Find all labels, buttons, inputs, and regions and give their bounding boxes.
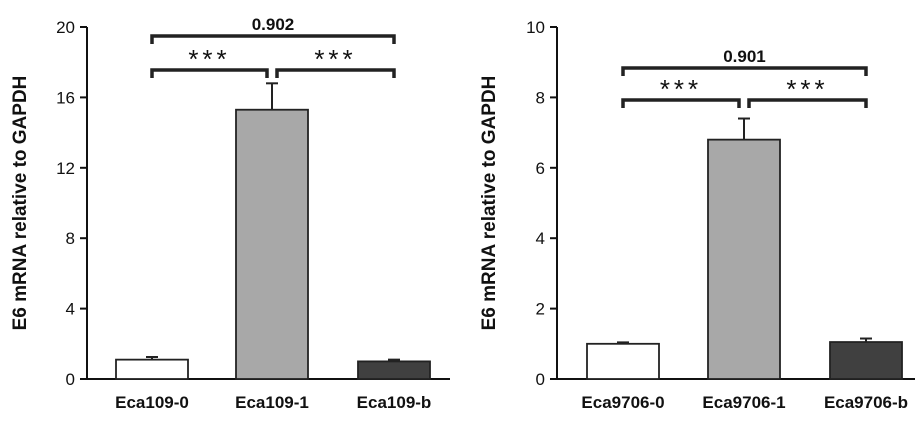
- significance-bracket: [747, 98, 868, 108]
- significance-bracket: [150, 34, 396, 44]
- bar-Eca109-0: [115, 358, 189, 380]
- bar-Eca109-b: [357, 360, 431, 380]
- y-tick-label: 4: [536, 229, 545, 248]
- chart-panel-2: E6 mRNA relative to GAPDH 0 2 4 6 8 10 Eca9706-…: [479, 18, 915, 412]
- y-tick-label: 8: [66, 229, 75, 248]
- y-tick-label: 0: [536, 370, 545, 389]
- y-tick-label: 8: [536, 88, 545, 107]
- significance-bracket: [621, 66, 868, 76]
- significance-bracket: [621, 98, 741, 108]
- bar-Eca9706-1: [707, 138, 781, 380]
- y-tick-label: 16: [56, 88, 75, 107]
- y-axis-label: E6 mRNA relative to GAPDH: [10, 76, 31, 331]
- x-tick-label: Eca109-1: [235, 393, 309, 412]
- bar-Eca9706-b: [829, 341, 903, 380]
- significance-bracket: [275, 68, 396, 78]
- chart-panel-1: E6 mRNA relative to GAPDH 0 4 8 12 16 20 Eca109…: [10, 15, 450, 412]
- y-tick-label: 6: [536, 159, 545, 178]
- p-value-label: 0.902: [252, 15, 295, 34]
- y-tick-label: 10: [526, 18, 545, 37]
- y-tick-label: 4: [66, 300, 75, 319]
- significance-stars: ***: [660, 74, 702, 104]
- x-tick-label: Eca109-b: [357, 393, 432, 412]
- x-tick-label: Eca9706-0: [581, 393, 664, 412]
- p-value-label: 0.901: [723, 47, 766, 66]
- significance-stars: ***: [314, 44, 356, 74]
- significance-bracket: [150, 68, 269, 78]
- y-axis-label: E6 mRNA relative to GAPDH: [479, 76, 500, 331]
- x-tick-label: Eca109-0: [115, 393, 189, 412]
- bar-Eca9706-0: [586, 342, 660, 380]
- significance-stars: ***: [188, 44, 230, 74]
- y-tick-label: 12: [56, 159, 75, 178]
- y-tick-label: 0: [66, 370, 75, 389]
- y-tick-label: 2: [536, 300, 545, 319]
- bar-Eca109-1: [235, 108, 309, 380]
- significance-stars: ***: [786, 74, 828, 104]
- x-tick-label: Eca9706-1: [702, 393, 785, 412]
- x-tick-label: Eca9706-b: [824, 393, 908, 412]
- y-tick-label: 20: [56, 18, 75, 37]
